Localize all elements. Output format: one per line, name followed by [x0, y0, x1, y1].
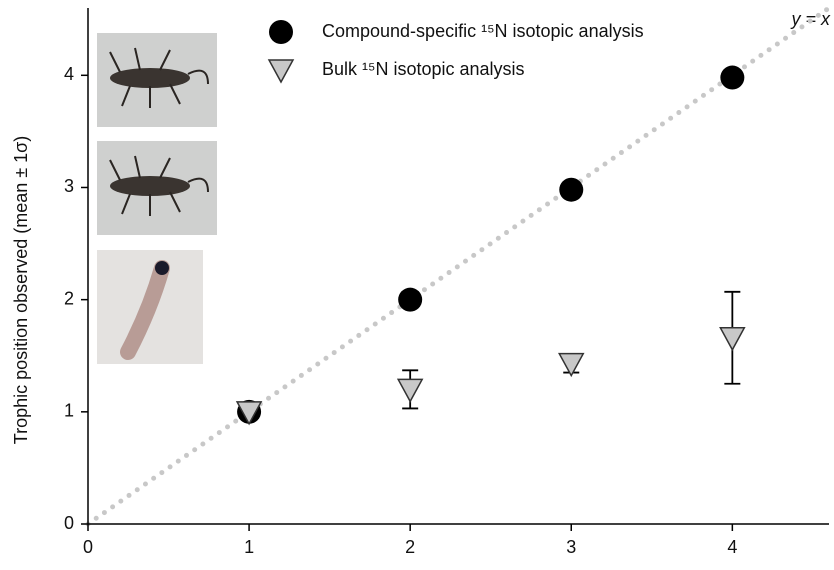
- legend-label: Compound-specific ¹⁵N isotopic analysis: [322, 21, 644, 41]
- x-tick-label: 0: [83, 537, 93, 557]
- legend-marker: [269, 20, 293, 44]
- reference-line: [85, 5, 832, 527]
- legend-label: Bulk ¹⁵N isotopic analysis: [322, 59, 525, 79]
- photos: [97, 33, 217, 364]
- marker: [557, 352, 585, 378]
- x-tick-label: 4: [727, 537, 737, 557]
- y-axis-label: Trophic position observed (mean ± 1σ): [11, 136, 31, 444]
- marker: [720, 65, 745, 90]
- y-tick-label: 3: [64, 176, 74, 196]
- marker: [398, 287, 423, 312]
- y-tick-label: 0: [64, 513, 74, 533]
- y-tick-label: 4: [64, 64, 74, 84]
- marker: [235, 401, 263, 426]
- marker: [396, 378, 424, 403]
- y-tick-label: 1: [64, 401, 74, 421]
- legend-marker: [267, 59, 295, 84]
- x-tick-label: 3: [566, 537, 576, 557]
- x-tick-label: 1: [244, 537, 254, 557]
- marker: [719, 327, 746, 352]
- marker: [559, 177, 584, 202]
- x-tick-label: 2: [405, 537, 415, 557]
- y-tick-label: 2: [64, 288, 74, 308]
